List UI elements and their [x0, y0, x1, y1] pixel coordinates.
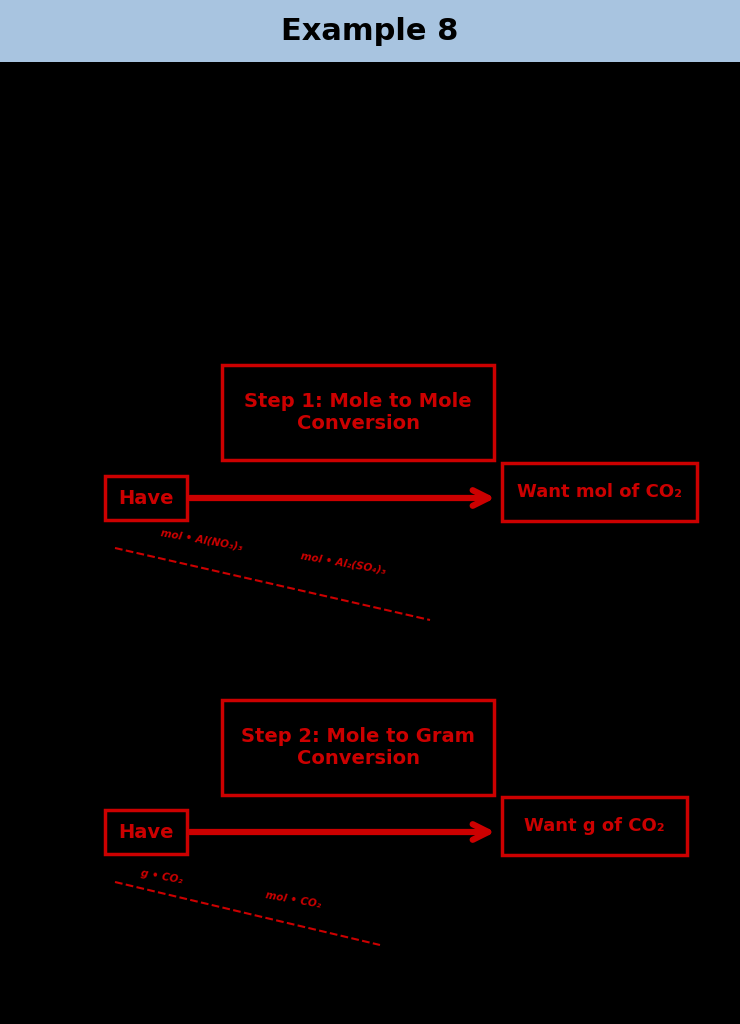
Text: mol • CO₂: mol • CO₂: [265, 891, 322, 910]
Bar: [502, 797, 687, 855]
Text: Have: Have: [118, 822, 174, 842]
Text: Want g of CO₂: Want g of CO₂: [524, 817, 665, 835]
Text: Want mol of CO₂: Want mol of CO₂: [517, 483, 682, 501]
Bar: [222, 700, 494, 795]
Text: Step 1: Mole to Mole
Conversion: Step 1: Mole to Mole Conversion: [244, 392, 472, 433]
Bar: [105, 810, 187, 854]
Bar: [502, 463, 697, 521]
Bar: [105, 476, 187, 520]
Text: Step 2: Mole to Gram
Conversion: Step 2: Mole to Gram Conversion: [241, 727, 475, 768]
Text: mol • Al(NO₃)₃: mol • Al(NO₃)₃: [160, 527, 243, 552]
Text: Example 8: Example 8: [281, 16, 459, 45]
Text: mol • Al₂(SO₄)₃: mol • Al₂(SO₄)₃: [300, 550, 386, 575]
Bar: [0, 0, 740, 62]
Bar: [222, 365, 494, 460]
Text: g • CO₂: g • CO₂: [140, 867, 184, 885]
Text: Have: Have: [118, 488, 174, 508]
